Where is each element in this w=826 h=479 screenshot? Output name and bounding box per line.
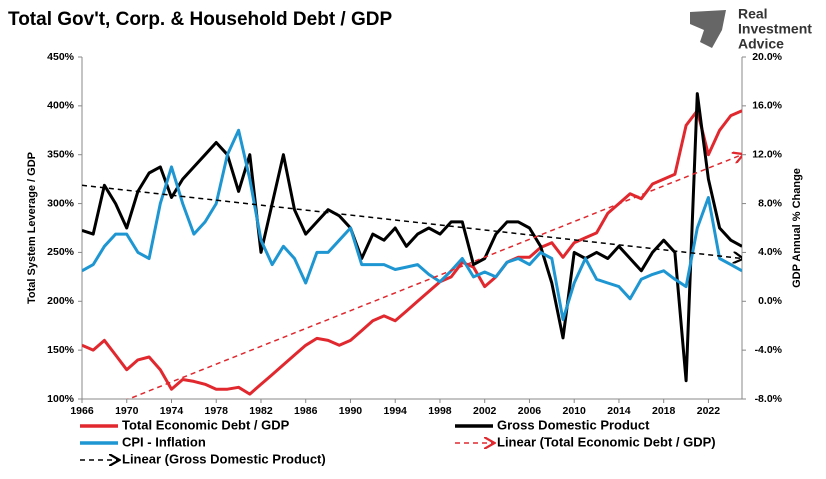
series-line xyxy=(82,109,742,396)
y2-tick-label: -8.0% xyxy=(755,393,783,405)
y-tick-label: 150% xyxy=(47,344,75,356)
series-line xyxy=(82,128,742,322)
y2-tick-label: 8.0% xyxy=(758,197,783,209)
x-tick-label: 2010 xyxy=(563,405,587,417)
y2-tick-label: 20.0% xyxy=(752,51,782,63)
x-tick-label: 2006 xyxy=(518,405,542,417)
legend-label: Total Economic Debt / GDP xyxy=(122,417,290,432)
y2-tick-label: 16.0% xyxy=(752,100,782,112)
y-tick-label: 300% xyxy=(47,197,75,209)
y2-tick-label: 0.0% xyxy=(758,295,783,307)
x-tick-label: 1998 xyxy=(428,405,452,417)
x-tick-label: 1978 xyxy=(205,405,229,417)
y2-axis-label: GDP Annual % Change xyxy=(791,168,803,288)
y-tick-label: 100% xyxy=(47,393,75,405)
x-tick-label: 2014 xyxy=(607,405,631,417)
legend-label: Linear (Gross Domestic Product) xyxy=(122,451,326,466)
legend-label: Gross Domestic Product xyxy=(497,417,650,432)
y2-tick-label: -4.0% xyxy=(755,344,783,356)
logo-text: Real xyxy=(738,6,768,22)
y2-tick-label: 4.0% xyxy=(758,246,783,258)
y-tick-label: 450% xyxy=(47,51,75,63)
series-line xyxy=(82,92,742,383)
x-tick-label: 1994 xyxy=(384,405,408,417)
x-tick-label: 2022 xyxy=(697,405,721,417)
y-tick-label: 200% xyxy=(47,295,75,307)
logo-text: Investment xyxy=(738,21,812,37)
trend-line xyxy=(82,184,742,258)
chart-title: Total Gov't, Corp. & Household Debt / GD… xyxy=(8,9,392,30)
x-tick-label: 1982 xyxy=(249,405,273,417)
x-tick-label: 2018 xyxy=(652,405,676,417)
legend-label: CPI - Inflation xyxy=(122,434,206,449)
y-tick-label: 400% xyxy=(47,100,75,112)
x-tick-label: 1970 xyxy=(115,405,139,417)
x-tick-label: 1986 xyxy=(294,405,318,417)
y-tick-label: 350% xyxy=(47,148,75,160)
logo-icon xyxy=(690,10,726,48)
logo: Real Investment Advice xyxy=(690,6,812,52)
x-tick-label: 1966 xyxy=(70,405,94,417)
plot-area xyxy=(82,92,742,399)
x-tick-label: 1974 xyxy=(160,405,184,417)
legend-label: Linear (Total Economic Debt / GDP) xyxy=(497,434,716,449)
trend-line xyxy=(126,155,742,399)
logo-text: Advice xyxy=(738,36,784,52)
y-tick-label: 250% xyxy=(47,246,75,258)
y2-tick-label: 12.0% xyxy=(752,148,782,160)
x-tick-label: 1990 xyxy=(339,405,363,417)
x-tick-label: 2002 xyxy=(473,405,497,417)
y-axis-label: Total System Leverage / GDP xyxy=(26,152,38,304)
